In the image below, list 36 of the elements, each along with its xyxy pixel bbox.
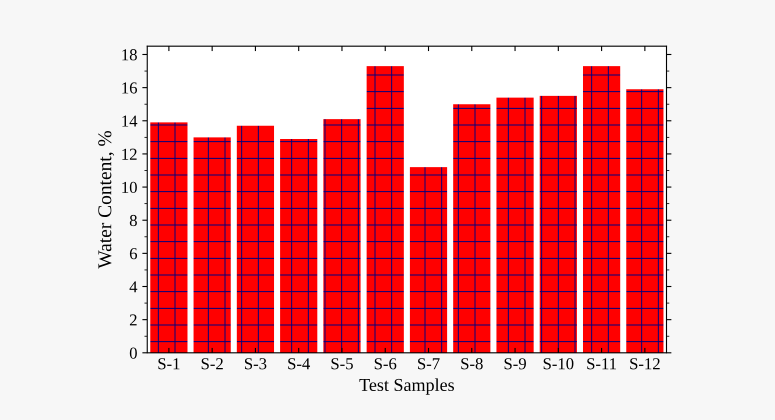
x-tick-label: S-1 [158,358,180,370]
bar [540,96,577,353]
x-tick-label: S-8 [461,358,483,370]
x-axis-title: Test Samples [359,378,454,395]
x-tick-label: S-3 [244,358,266,370]
y-tick-label: 6 [130,248,138,260]
y-tick-label: 8 [130,214,137,226]
y-tick-label: 18 [122,49,137,60]
y-tick-label: 16 [122,82,138,94]
bar [496,98,534,353]
bar [323,119,361,353]
x-tick-label: S-12 [630,358,660,370]
bar [280,139,318,353]
bar [236,126,274,353]
bar [453,104,490,353]
bar [366,66,404,353]
y-tick-label: 12 [122,148,137,160]
x-tick-label: S-5 [332,358,353,370]
bar [626,89,664,353]
bar [194,137,231,353]
x-tick-label: S-6 [374,358,396,370]
bar [582,66,620,353]
bar [410,167,448,353]
bar [150,122,188,353]
x-tick-label: S-2 [202,358,223,370]
y-tick-label: 14 [122,116,138,127]
y-tick-label: 0 [130,348,137,359]
x-tick-label: S-9 [504,358,526,370]
y-tick-label: 2 [130,314,137,326]
y-tick-label: 4 [130,281,138,292]
x-tick-label: S-7 [418,358,440,370]
x-tick-label: S-10 [544,358,574,370]
x-tick-label: S-11 [587,358,616,370]
x-tick-label: S-4 [288,358,310,370]
y-axis-title: Water Content, % [98,131,114,269]
y-tick-label: 10 [122,182,137,194]
